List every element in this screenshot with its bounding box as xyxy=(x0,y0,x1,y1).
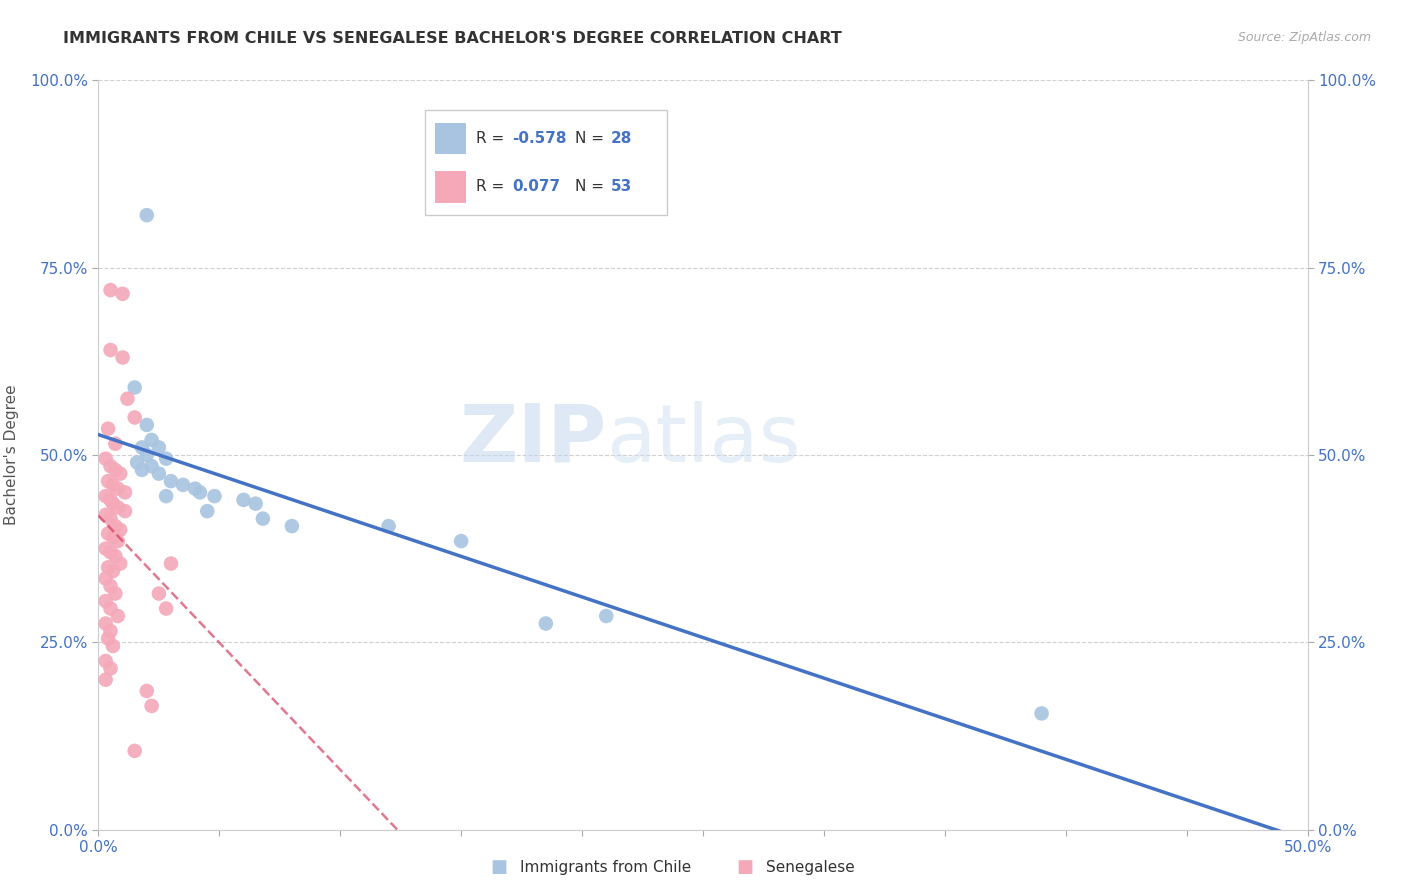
Point xyxy=(114,504,136,518)
Point xyxy=(100,579,122,593)
Point xyxy=(100,661,122,675)
Point xyxy=(100,601,122,615)
Point xyxy=(114,485,136,500)
Y-axis label: Bachelor's Degree: Bachelor's Degree xyxy=(4,384,18,525)
Text: atlas: atlas xyxy=(606,401,800,479)
Text: ZIP: ZIP xyxy=(458,401,606,479)
Point xyxy=(135,448,157,462)
Point xyxy=(100,459,122,474)
Point xyxy=(534,616,557,631)
Point xyxy=(135,417,157,432)
Point xyxy=(94,673,117,687)
Point xyxy=(160,474,183,488)
Point xyxy=(97,560,120,574)
Text: Immigrants from Chile: Immigrants from Chile xyxy=(520,860,692,874)
Point xyxy=(94,616,117,631)
Point xyxy=(108,557,131,571)
Point xyxy=(94,541,117,556)
Point xyxy=(148,441,170,455)
Point xyxy=(104,436,127,450)
Point xyxy=(101,639,124,653)
Point xyxy=(101,478,124,492)
Point xyxy=(101,530,124,544)
Point xyxy=(94,489,117,503)
Text: Senegalese: Senegalese xyxy=(766,860,855,874)
Point xyxy=(107,534,129,549)
Point xyxy=(184,482,207,496)
Point xyxy=(141,698,163,713)
Point xyxy=(124,410,146,425)
Point xyxy=(111,286,134,301)
Point xyxy=(141,433,163,447)
Point xyxy=(124,380,146,394)
Point xyxy=(595,609,617,624)
Point xyxy=(104,549,127,563)
Point xyxy=(97,474,120,488)
Point xyxy=(100,492,122,507)
Point xyxy=(188,485,211,500)
Point xyxy=(148,586,170,600)
Point xyxy=(94,451,117,466)
Point xyxy=(127,455,149,469)
Point xyxy=(94,594,117,608)
Point xyxy=(108,467,131,481)
Point xyxy=(100,511,122,525)
Point xyxy=(195,504,218,518)
Point xyxy=(97,422,120,436)
Point xyxy=(108,523,131,537)
Point xyxy=(104,586,127,600)
Point xyxy=(232,492,254,507)
Point xyxy=(377,519,399,533)
Point xyxy=(155,489,177,503)
Point xyxy=(252,511,274,525)
Point xyxy=(94,654,117,668)
Point xyxy=(104,519,127,533)
Point xyxy=(281,519,304,533)
Point xyxy=(245,497,267,511)
Point xyxy=(135,208,157,222)
Point xyxy=(97,632,120,646)
Text: ■: ■ xyxy=(737,858,754,876)
Point xyxy=(450,534,472,549)
Point xyxy=(117,392,139,406)
Point xyxy=(104,463,127,477)
Point xyxy=(107,500,129,515)
Text: ■: ■ xyxy=(491,858,508,876)
Point xyxy=(155,601,177,615)
Point xyxy=(97,526,120,541)
Point xyxy=(155,451,177,466)
Point xyxy=(160,557,183,571)
Text: IMMIGRANTS FROM CHILE VS SENEGALESE BACHELOR'S DEGREE CORRELATION CHART: IMMIGRANTS FROM CHILE VS SENEGALESE BACH… xyxy=(63,31,842,46)
Point xyxy=(131,441,153,455)
Point xyxy=(135,684,157,698)
Point xyxy=(107,609,129,624)
Point xyxy=(100,343,122,357)
Point xyxy=(148,467,170,481)
Point xyxy=(124,744,146,758)
Point xyxy=(100,545,122,559)
Point xyxy=(172,478,194,492)
Point xyxy=(107,482,129,496)
Point xyxy=(101,564,124,578)
Point xyxy=(100,624,122,638)
Point xyxy=(94,508,117,522)
Point xyxy=(94,572,117,586)
Text: Source: ZipAtlas.com: Source: ZipAtlas.com xyxy=(1237,31,1371,45)
Point xyxy=(141,459,163,474)
Point xyxy=(100,283,122,297)
Point xyxy=(1031,706,1053,721)
Point xyxy=(101,497,124,511)
Point xyxy=(204,489,226,503)
Point xyxy=(111,351,134,365)
Point xyxy=(131,463,153,477)
